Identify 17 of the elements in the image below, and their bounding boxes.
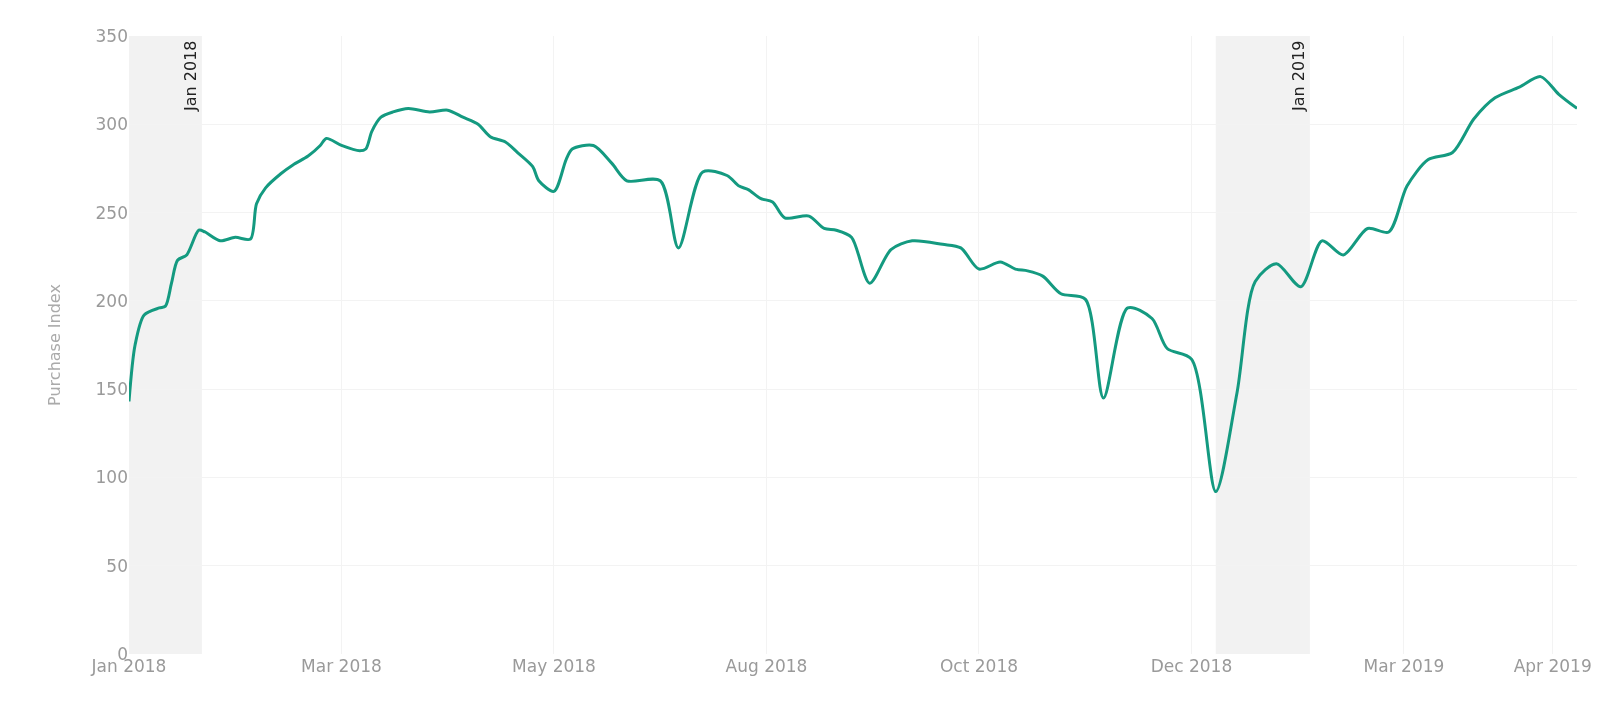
y-tick-label: 300 [95, 114, 128, 135]
x-tick-label: Oct 2018 [939, 656, 1019, 676]
y-tick-label: 250 [95, 202, 128, 223]
band-label: Jan 2019 [1288, 40, 1308, 112]
x-tick-label: Mar 2018 [301, 656, 382, 676]
y-tick-label: 100 [95, 467, 128, 488]
x-tick-label: Aug 2018 [725, 656, 808, 676]
x-tick-label: Mar 2019 [1363, 656, 1445, 676]
x-tick-label: May 2018 [512, 656, 596, 676]
y-tick-label: 150 [95, 379, 128, 400]
band-label: Jan 2018 [180, 40, 200, 112]
y-tick-label: 350 [95, 25, 128, 46]
x-tick-label: Apr 2019 [1513, 656, 1592, 676]
x-tick-label: Dec 2018 [1150, 656, 1233, 676]
y-axis-title: Purchase Index [45, 284, 65, 406]
y-tick-label: 200 [95, 290, 128, 311]
y-tick-label: 50 [106, 555, 128, 576]
